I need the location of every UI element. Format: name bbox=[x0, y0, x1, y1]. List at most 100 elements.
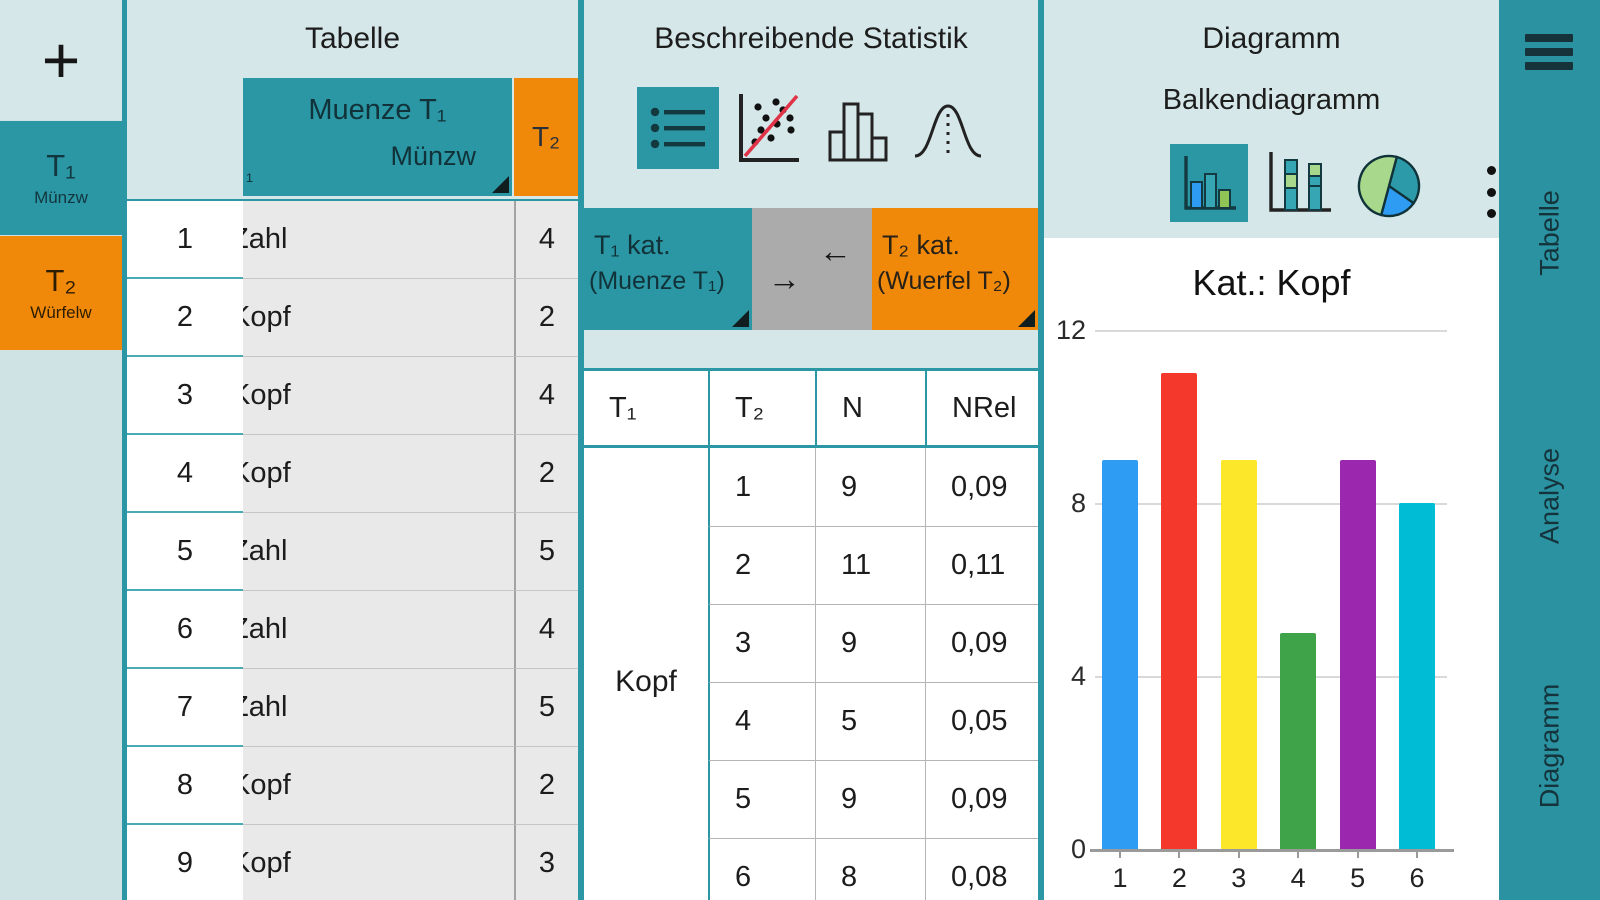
kat-t1-line1: T₁ kat. bbox=[594, 230, 671, 260]
x-axis-tick-label: 3 bbox=[1231, 863, 1247, 893]
gridline bbox=[1095, 330, 1447, 332]
dataset-rail: + T₁ Münzw T₂ Würfelw bbox=[0, 0, 122, 900]
diagramm-panel-title: Diagramm bbox=[1202, 22, 1341, 55]
n-cell: 9 bbox=[815, 604, 925, 682]
x-axis-tick-label: 6 bbox=[1409, 863, 1425, 893]
column-subtitle: Münzw bbox=[390, 141, 476, 171]
column-header-muenze-t1[interactable]: ₁ Muenze T₁ Münzw bbox=[243, 78, 512, 196]
kat-t2-line2: (Wuerfel T₂) bbox=[877, 267, 1011, 295]
t2-cell: 2 bbox=[708, 526, 815, 604]
scatter-plot-icon[interactable] bbox=[733, 90, 803, 171]
tab-t1-label: T₁ bbox=[46, 148, 76, 183]
list-view-icon[interactable] bbox=[637, 87, 719, 169]
pie-chart-icon[interactable] bbox=[1355, 152, 1423, 225]
t2-cell: 3 bbox=[708, 604, 815, 682]
t2-value-cell: 4 bbox=[514, 201, 578, 279]
muenze-value-cell: Kopf bbox=[243, 435, 514, 513]
table-row: 9Kopf3 bbox=[127, 825, 578, 900]
chart-title: Kat.: Kopf bbox=[1192, 262, 1351, 303]
row-number-cell: 2 bbox=[127, 279, 243, 357]
row-number-cell: 6 bbox=[127, 591, 243, 669]
table-row: 5Zahl5 bbox=[127, 513, 578, 591]
corner-triangle-icon bbox=[732, 310, 749, 327]
swap-arrows-icon: → bbox=[768, 260, 801, 297]
table-row: 3Kopf4 bbox=[127, 357, 578, 435]
x-axis-tick-label: 1 bbox=[1112, 863, 1128, 893]
column-header-t2[interactable]: T₂ bbox=[514, 78, 578, 196]
histogram-icon[interactable] bbox=[827, 100, 891, 167]
x-axis-tick-label: 5 bbox=[1350, 863, 1366, 893]
bar-3 bbox=[1220, 459, 1257, 849]
row-number-cell: 7 bbox=[127, 669, 243, 747]
t2-value-cell: 2 bbox=[514, 747, 578, 825]
n-cell: 8 bbox=[815, 838, 925, 900]
column-title: Muenze T₁ bbox=[308, 94, 447, 126]
nrel-cell: 0,11 bbox=[925, 526, 1038, 604]
panel-divider bbox=[1038, 0, 1044, 900]
statistik-panel: Beschreibende Statistik bbox=[584, 0, 1038, 900]
gridline bbox=[1095, 503, 1447, 505]
bar-chart: Kat.: Kopf 0 4 8 12 1 2 3 4 5 6 bbox=[1044, 238, 1499, 900]
n-cell: 9 bbox=[815, 760, 925, 838]
stacked-bar-chart-icon[interactable] bbox=[1265, 148, 1335, 223]
add-table-button[interactable]: + bbox=[0, 0, 122, 120]
y-axis-tick-label: 0 bbox=[1070, 834, 1086, 864]
muenze-value-cell: Kopf bbox=[243, 825, 514, 900]
hamburger-menu-icon[interactable] bbox=[1525, 34, 1573, 70]
tab-t2-sublabel: Würfelw bbox=[30, 303, 92, 322]
kat-t2-line1: T₂ kat. bbox=[882, 230, 960, 260]
x-axis-tick bbox=[1297, 849, 1300, 858]
sidebar-item-tabelle[interactable]: Tabelle bbox=[1534, 190, 1564, 276]
column-title: T₂ bbox=[532, 121, 560, 152]
muenze-value-cell: Zahl bbox=[243, 591, 514, 669]
swap-variables-button[interactable]: ← → bbox=[752, 208, 872, 330]
muenze-value-cell: Kopf bbox=[243, 747, 514, 825]
row-number-cell: 1 bbox=[127, 201, 243, 279]
nrel-cell: 0,09 bbox=[925, 760, 1038, 838]
diagramm-type-label: Balkendiagramm bbox=[1162, 84, 1381, 116]
x-axis-tick bbox=[1178, 849, 1181, 858]
row-number-cell: 9 bbox=[127, 825, 243, 900]
sort-triangle-icon bbox=[492, 176, 509, 193]
t2-cell: 6 bbox=[708, 838, 815, 900]
n-cell: 5 bbox=[815, 682, 925, 760]
kat-selector-t2[interactable]: T₂ kat. (Wuerfel T₂) bbox=[872, 208, 1038, 330]
header-cell-t2: T₂ bbox=[708, 371, 815, 445]
nrel-cell: 0,09 bbox=[925, 604, 1038, 682]
x-axis-line bbox=[1090, 849, 1454, 852]
t2-value-cell: 2 bbox=[514, 279, 578, 357]
tabelle-panel-title: Tabelle bbox=[304, 22, 401, 55]
x-axis-tick-label: 4 bbox=[1290, 863, 1306, 893]
tab-t1-sublabel: Münzw bbox=[34, 188, 88, 207]
muenze-value-cell: Kopf bbox=[243, 279, 514, 357]
n-cell: 9 bbox=[815, 448, 925, 526]
bar-4 bbox=[1280, 632, 1317, 849]
tab-t2-wuerfelwurf[interactable]: T₂ Würfelw bbox=[0, 236, 122, 350]
t2-value-cell: 4 bbox=[514, 357, 578, 435]
t2-value-cell: 3 bbox=[514, 825, 578, 900]
tab-t1-muenzwurf[interactable]: T₁ Münzw bbox=[0, 121, 122, 235]
x-axis-tick bbox=[1356, 849, 1359, 858]
x-axis-tick bbox=[1237, 849, 1240, 858]
sidebar-item-analyse[interactable]: Analyse bbox=[1534, 447, 1564, 545]
sidebar-item-diagramm[interactable]: Diagramm bbox=[1534, 683, 1564, 809]
panel-divider bbox=[578, 0, 584, 900]
statistik-panel-title: Beschreibende Statistik bbox=[654, 22, 968, 55]
kebab-menu-icon[interactable] bbox=[1484, 166, 1498, 218]
nrel-cell: 0,05 bbox=[925, 682, 1038, 760]
row-number-cell: 5 bbox=[127, 513, 243, 591]
bar-chart-icon[interactable] bbox=[1170, 144, 1248, 222]
tab-t2-label: T₂ bbox=[45, 263, 77, 298]
frequency-table-body: Kopf 1 9 0,09 2 11 0,11 3 9 0,09 4 5 0,05 5 9 0,09 6 8 0,0… bbox=[584, 448, 1038, 900]
bar-1 bbox=[1102, 459, 1138, 849]
n-cell: 11 bbox=[815, 526, 925, 604]
muenze-value-cell: Zahl bbox=[243, 669, 514, 747]
t1-category-cell: Kopf bbox=[584, 448, 708, 900]
t2-value-cell: 4 bbox=[514, 591, 578, 669]
kat-selector-t1[interactable]: T₁ kat. (Muenze T₁) bbox=[584, 208, 752, 330]
muenze-value-cell: Zahl bbox=[243, 201, 514, 279]
clipped-column-label: ₁ bbox=[246, 162, 254, 185]
kat-t1-line2: (Muenze T₁) bbox=[589, 267, 725, 295]
normal-distribution-icon[interactable] bbox=[912, 100, 984, 165]
